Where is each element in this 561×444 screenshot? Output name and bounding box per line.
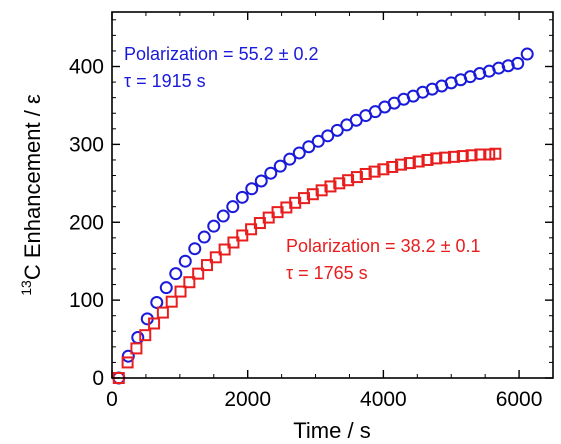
y-tick-label: 0 xyxy=(92,367,104,390)
data-point-square xyxy=(306,188,319,201)
data-point-square xyxy=(192,267,205,280)
data-point-square xyxy=(447,150,460,163)
annotation-0-line-1: τ = 1915 s xyxy=(124,71,206,91)
data-point-circle xyxy=(121,349,135,363)
data-point-square xyxy=(227,236,240,249)
data-point-square xyxy=(139,329,152,342)
data-point-circle xyxy=(283,152,297,166)
data-point-square xyxy=(368,165,381,178)
data-point-square xyxy=(174,285,187,298)
ticks-layer: 0 2000 4000 6000 0 100 200 300 400 xyxy=(69,12,553,411)
annotation-0-line-0: Polarization = 55.2 ± 0.2 xyxy=(124,44,319,64)
annotation-layer: Polarization = 55.2 ± 0.2 τ = 1915 s Polar… xyxy=(124,44,481,283)
data-point-square xyxy=(483,148,496,161)
data-point-square xyxy=(236,229,249,242)
data-point-square xyxy=(377,163,390,176)
y-tick-label: 300 xyxy=(69,133,104,156)
data-point-square xyxy=(474,148,487,161)
data-point-square xyxy=(421,153,434,166)
data-point-square xyxy=(121,356,134,369)
x-axis-title: Time / s xyxy=(293,418,370,443)
data-point-square xyxy=(148,317,161,330)
data-point-square xyxy=(359,167,372,180)
x-tick-label: 0 xyxy=(106,388,118,411)
x-tick-label: 6000 xyxy=(496,388,543,411)
annotation-1-line-1: τ = 1765 s xyxy=(286,263,368,283)
data-point-circle xyxy=(226,200,240,214)
x-tick-label: 2000 xyxy=(224,388,271,411)
y-tick-label: 400 xyxy=(69,56,104,79)
data-point-square xyxy=(439,151,452,164)
data-point-circle xyxy=(520,47,534,61)
data-point-square xyxy=(165,295,178,308)
data-point-square xyxy=(412,155,425,168)
data-point-circle xyxy=(245,182,259,196)
y-tick-label: 100 xyxy=(69,289,104,312)
data-point-circle xyxy=(511,56,525,70)
series-0 xyxy=(112,47,534,385)
data-point-circle xyxy=(188,242,202,256)
y-axis-title: 13C Enhancement / ε xyxy=(18,94,45,296)
data-point-square xyxy=(350,171,363,184)
data-point-square xyxy=(245,223,258,236)
data-point-circle xyxy=(216,209,230,223)
data-point-square xyxy=(403,157,416,170)
data-point-square xyxy=(333,177,346,190)
y-axis-title-main: C Enhancement / ε xyxy=(20,94,45,280)
series-1 xyxy=(112,147,502,384)
data-point-circle xyxy=(150,295,164,309)
data-point-circle xyxy=(302,140,316,154)
y-tick-label: 200 xyxy=(69,211,104,234)
data-point-square xyxy=(183,276,196,289)
data-point-circle xyxy=(254,174,268,188)
data-point-square xyxy=(489,147,502,160)
data-point-square xyxy=(130,342,143,355)
data-point-square xyxy=(156,306,169,319)
data-point-square xyxy=(209,251,222,264)
data-point-square xyxy=(430,152,443,165)
data-point-circle xyxy=(235,190,249,204)
data-point-square xyxy=(218,243,231,256)
data-point-square xyxy=(324,180,337,193)
data-point-circle xyxy=(330,123,344,137)
data-point-square xyxy=(456,150,469,163)
x-tick-label: 4000 xyxy=(360,388,407,411)
data-layer xyxy=(112,47,534,385)
data-point-square xyxy=(386,160,399,173)
data-point-circle xyxy=(292,146,306,160)
data-point-square xyxy=(395,158,408,171)
data-point-square xyxy=(298,192,311,205)
data-point-circle xyxy=(311,134,325,148)
data-point-square xyxy=(342,174,355,187)
data-point-circle xyxy=(169,267,183,281)
data-point-circle xyxy=(207,219,221,233)
data-point-square xyxy=(200,259,213,272)
data-point-circle xyxy=(159,281,173,295)
y-axis-title-superscript: 13 xyxy=(18,280,34,296)
data-point-circle xyxy=(178,254,192,268)
data-point-circle xyxy=(131,331,145,345)
data-point-circle xyxy=(197,230,211,244)
data-point-circle xyxy=(273,159,287,173)
data-point-square xyxy=(465,149,478,162)
plot-frame xyxy=(111,11,554,379)
data-point-square xyxy=(315,184,328,197)
annotation-1-line-0: Polarization = 38.2 ± 0.1 xyxy=(286,236,481,256)
data-point-circle xyxy=(321,129,335,143)
data-point-circle xyxy=(264,166,278,180)
